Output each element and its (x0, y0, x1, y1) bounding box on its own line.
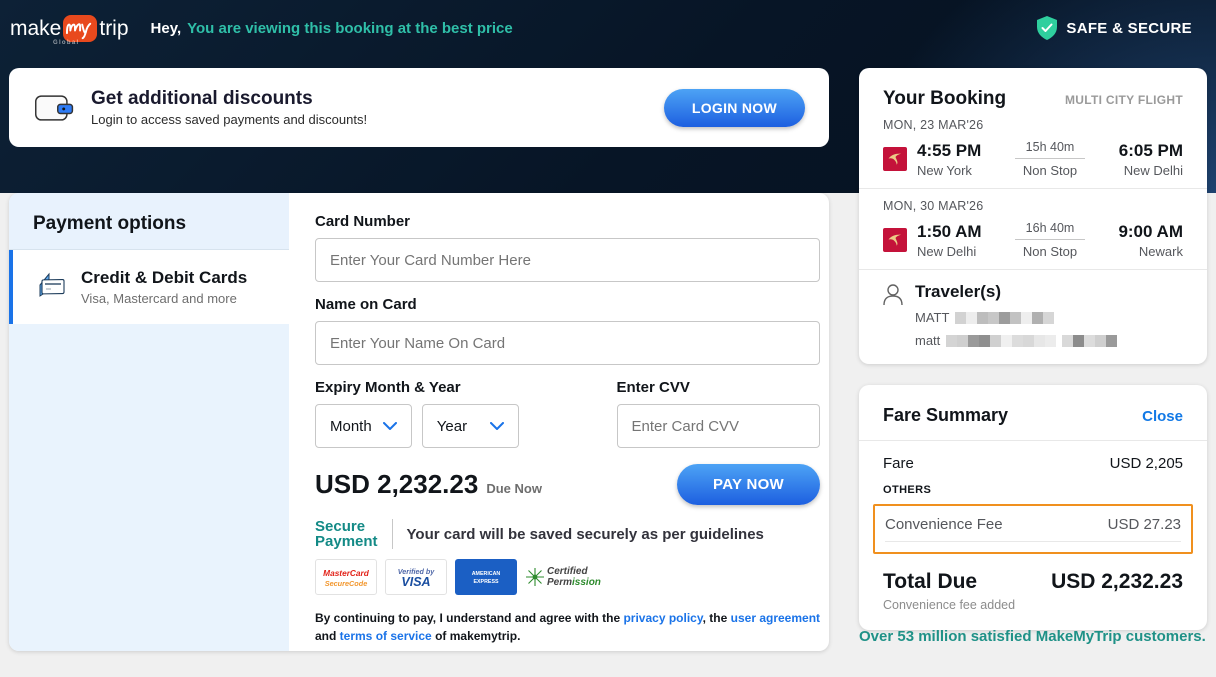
svg-text:VISA: VISA (401, 575, 430, 589)
svg-text:MasterCard: MasterCard (323, 568, 370, 578)
svg-text:AMERICAN: AMERICAN (472, 571, 501, 577)
svg-text:EXPRESS: EXPRESS (473, 579, 498, 585)
svg-text:SecureCode: SecureCode (325, 579, 368, 588)
